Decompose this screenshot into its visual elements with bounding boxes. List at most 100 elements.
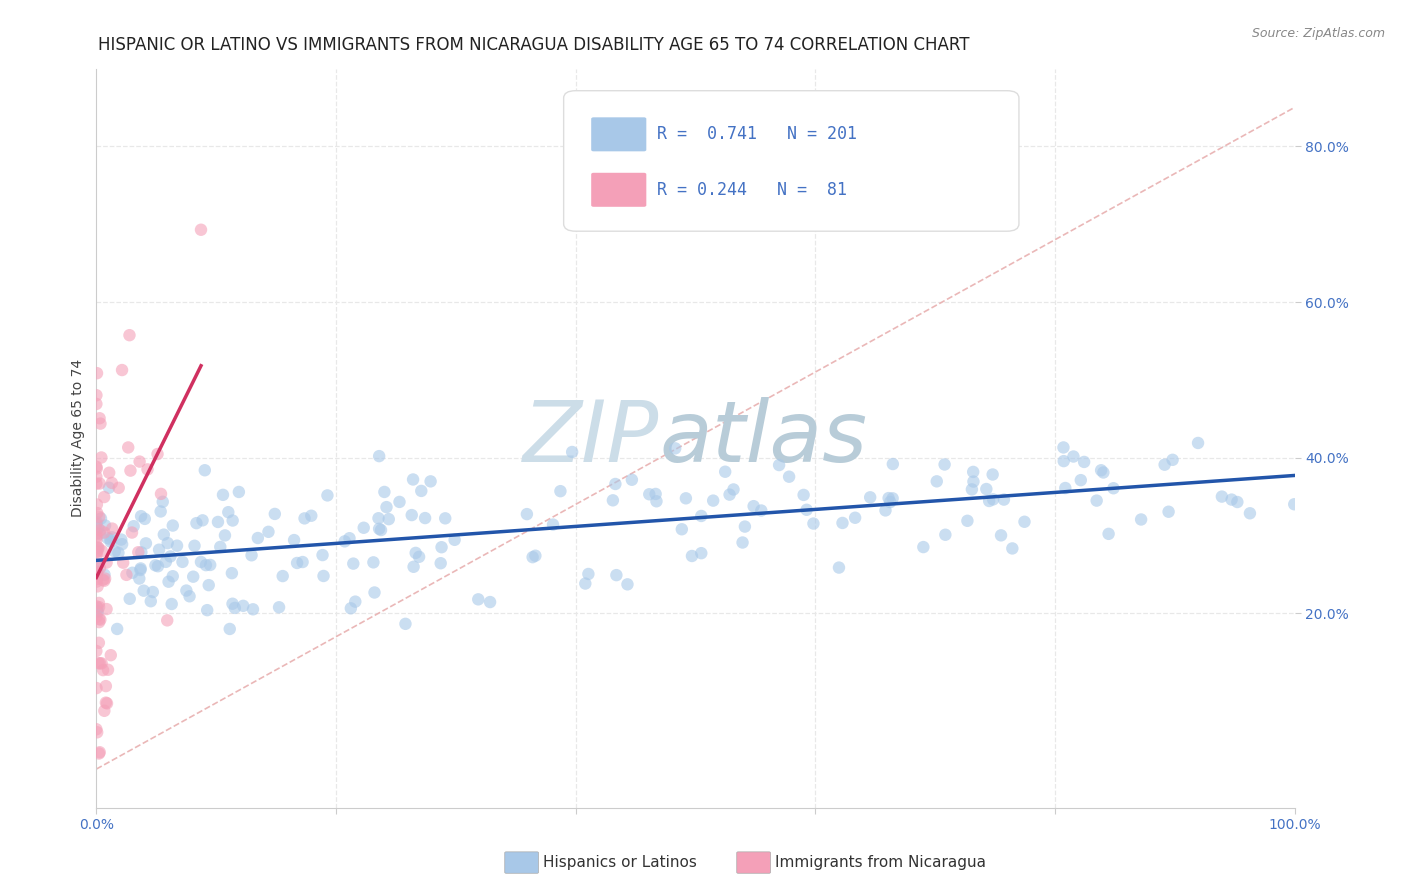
Point [86,541,108,555]
Point [522,550,544,565]
Point [962,475,984,489]
Point [86,574,108,589]
Point [94,572,117,586]
Point [86,459,108,474]
FancyBboxPatch shape [591,118,647,152]
Point [162,518,184,533]
Point [94,696,117,710]
Point [877,491,900,505]
Point [859,491,882,505]
Point [749,503,772,517]
Point [516,507,538,521]
Point [86,469,108,483]
Point [87,747,110,761]
Point [142,585,165,599]
Point [89,561,111,575]
Point [605,568,627,582]
Point [408,549,430,564]
Point [316,488,339,502]
Point [976,482,998,496]
Point [333,534,356,549]
Point [86,723,108,737]
Point [616,577,638,591]
Point [190,555,212,569]
Point [524,549,547,563]
Point [1092,466,1115,480]
Point [87,612,110,626]
Point [86,366,108,380]
Point [97,663,120,677]
Point [179,589,201,603]
Point [221,597,243,611]
Point [373,485,395,500]
Point [413,511,436,525]
Point [100,534,122,549]
Point [340,601,363,615]
FancyBboxPatch shape [591,173,647,207]
Point [86,533,108,547]
Point [214,528,236,542]
Point [875,503,897,517]
Point [86,559,108,574]
Point [675,491,697,506]
Point [89,509,111,524]
Point [156,536,179,550]
Point [93,567,115,582]
Point [217,505,239,519]
Point [96,531,118,545]
Point [93,525,115,540]
Point [1073,455,1095,469]
Point [86,506,108,520]
Point [86,566,108,580]
Point [91,663,114,677]
Point [768,458,790,472]
Point [112,556,135,570]
Point [87,656,110,670]
Point [285,556,308,570]
Point [353,521,375,535]
Point [132,583,155,598]
Text: Immigrants from Nicaragua: Immigrants from Nicaragua [775,855,986,870]
Point [104,544,127,558]
Point [690,508,713,523]
Point [129,563,152,577]
Point [122,519,145,533]
Point [209,540,232,554]
Point [1102,481,1125,495]
Point [1090,463,1112,477]
Point [135,536,157,550]
Point [796,503,818,517]
Point [882,491,904,506]
Point [574,576,596,591]
Point [388,495,411,509]
Point [246,531,269,545]
Point [742,499,765,513]
Point [956,514,979,528]
Point [378,512,401,526]
Point [221,566,243,581]
Point [115,567,138,582]
Point [723,483,745,497]
Point [128,572,150,586]
Point [576,566,599,581]
Point [429,556,451,570]
Point [86,610,108,624]
Point [176,583,198,598]
Point [86,516,108,531]
Point [96,602,118,616]
Point [1053,454,1076,468]
Point [368,449,391,463]
Point [145,558,167,573]
Text: HISPANIC OR LATINO VS IMMIGRANTS FROM NICARAGUA DISABILITY AGE 65 TO 74 CORRELAT: HISPANIC OR LATINO VS IMMIGRANTS FROM NI… [98,36,970,54]
FancyBboxPatch shape [564,91,1019,231]
Point [271,569,294,583]
Text: R =  0.741   N = 201: R = 0.741 N = 201 [657,126,858,144]
Point [638,487,661,501]
Point [218,622,240,636]
Point [191,513,214,527]
Point [934,527,956,541]
Point [960,483,983,497]
Point [803,516,825,531]
Point [370,523,392,537]
Point [467,592,489,607]
